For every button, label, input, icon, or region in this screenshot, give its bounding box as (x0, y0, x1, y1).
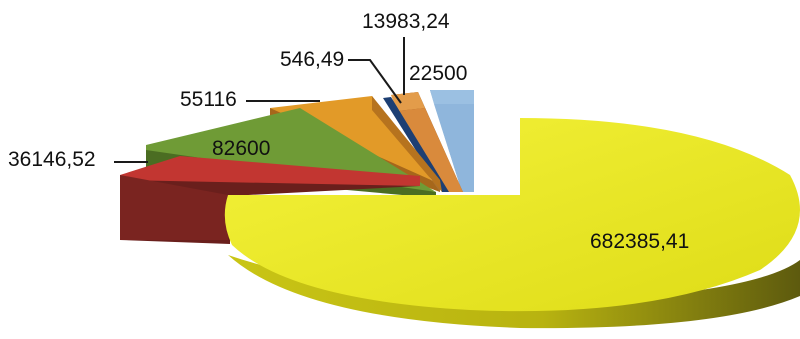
data-label-55116: 55116 (180, 88, 237, 111)
slice-546-49 (383, 97, 449, 192)
slice-13983-24 (391, 92, 463, 192)
data-label-22500: 22500 (409, 62, 467, 85)
data-label-682385-41: 682385,41 (590, 230, 689, 253)
data-label-36146-52: 36146,52 (8, 148, 96, 171)
slice-36146-52 (120, 156, 420, 244)
data-label-82600: 82600 (212, 137, 270, 160)
slice-682385-41 (224, 118, 800, 329)
leader-lines (114, 37, 405, 163)
slice-22500 (430, 90, 474, 192)
data-label-13983-24: 13983,24 (362, 10, 450, 33)
leader-line-546-49 (348, 59, 402, 104)
data-label-546-49: 546,49 (280, 48, 344, 71)
